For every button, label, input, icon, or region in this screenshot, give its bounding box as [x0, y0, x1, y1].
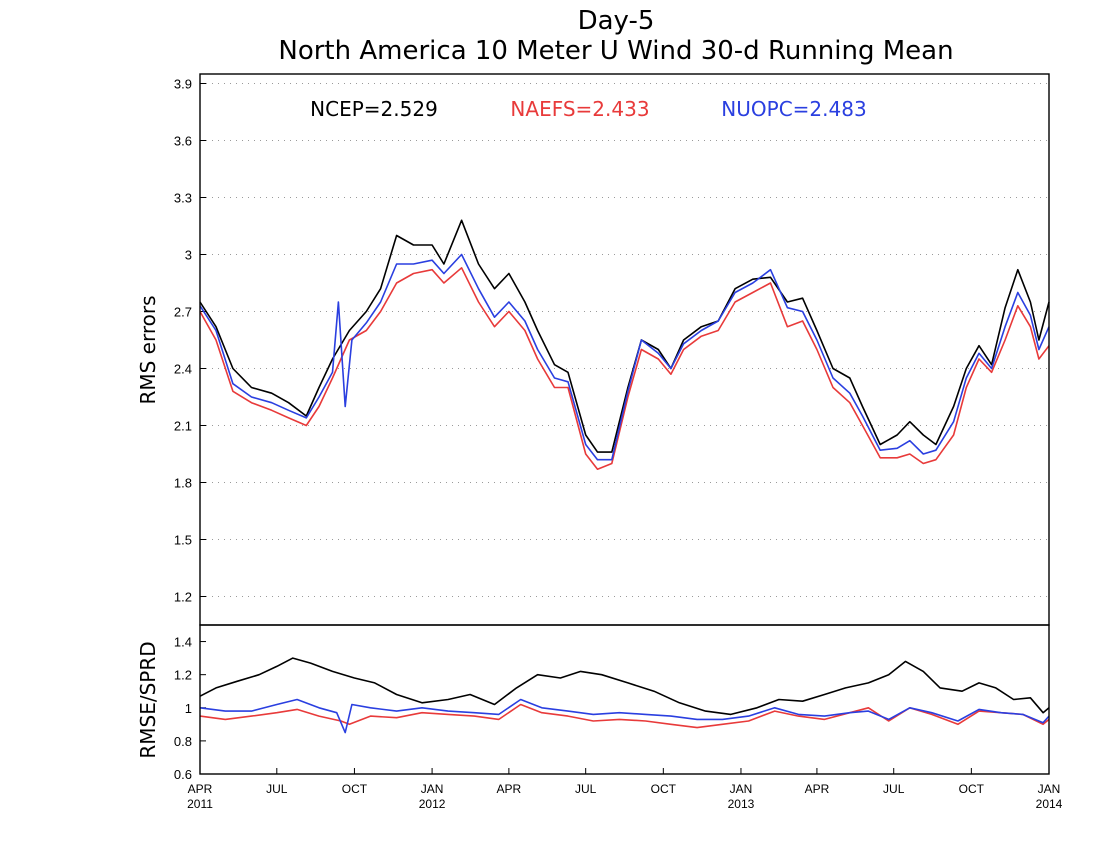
top-gridlines	[200, 83, 1049, 597]
x-tick-label: OCT	[959, 782, 985, 796]
top-y-tick-label: 3.9	[174, 77, 192, 92]
top-y-tick-label: 1.5	[174, 533, 192, 548]
x-tick-label: JUL	[883, 782, 905, 796]
bottom-y-tick-label: 0.6	[174, 767, 192, 782]
x-tick-label: JUL	[575, 782, 597, 796]
top-plot-frame	[199, 73, 1050, 626]
top-series-ncep	[199, 219, 1050, 453]
chart-subtitle: North America 10 Meter U Wind 30-d Runni…	[278, 36, 953, 66]
x-tick-label: OCT	[651, 782, 677, 796]
bottom-y-tick-labels: 1.4 1.2 1 0.8 0.6	[174, 635, 206, 782]
x-tick-label: JUL	[266, 782, 288, 796]
x-tick-year-label: 2013	[728, 797, 755, 811]
top-y-tick-label: 2.4	[174, 362, 192, 377]
top-y-tick-label: 2.1	[174, 419, 192, 434]
top-y-tick-label: 3	[185, 248, 192, 263]
chart-title: Day-5	[578, 6, 655, 36]
x-tick-year-label: 2012	[419, 797, 446, 811]
bottom-y-tick-label: 1	[185, 701, 192, 716]
top-y-tick-labels: 3.9 3.6 3.3 3 2.7 2.4 2.1 1.8 1.5 1.2	[174, 77, 206, 605]
top-y-tick-label: 1.8	[174, 476, 192, 491]
bottom-series-nuopc	[199, 698, 1050, 734]
bottom-y-axis-label: RMSE/SPRD	[136, 641, 160, 758]
bottom-plot-frame	[199, 624, 1050, 775]
bottom-series-ncep	[199, 657, 1050, 716]
x-tick-year-label: 2014	[1036, 797, 1063, 811]
top-series-lines	[199, 219, 1050, 470]
legend-naefs: NAEFS=2.433	[510, 97, 649, 121]
x-tick-label: APR	[188, 782, 213, 796]
x-tick-label: JAN	[421, 782, 444, 796]
x-tick-label: APR	[497, 782, 522, 796]
x-tick-label: OCT	[342, 782, 368, 796]
top-y-tick-label: 1.2	[174, 590, 192, 605]
x-tick-label: JAN	[730, 782, 753, 796]
top-y-tick-label: 2.7	[174, 305, 192, 320]
x-tick-label: APR	[805, 782, 830, 796]
bottom-series-naefs	[199, 703, 1050, 729]
x-tick-year-label: 2011	[187, 797, 213, 811]
bottom-y-tick-label: 0.8	[174, 734, 192, 749]
top-y-tick-label: 3.3	[174, 191, 192, 206]
top-y-axis-label: RMS errors	[136, 295, 160, 404]
legend-ncep: NCEP=2.529	[310, 97, 438, 121]
bottom-series-lines	[199, 657, 1050, 734]
top-y-tick-label: 3.6	[174, 134, 192, 149]
top-series-nuopc	[199, 253, 1050, 461]
legend-nuopc: NUOPC=2.483	[721, 97, 866, 121]
bottom-y-tick-label: 1.4	[174, 635, 192, 650]
x-tick-label: JAN	[1038, 782, 1061, 796]
bottom-y-tick-label: 1.2	[174, 668, 192, 683]
